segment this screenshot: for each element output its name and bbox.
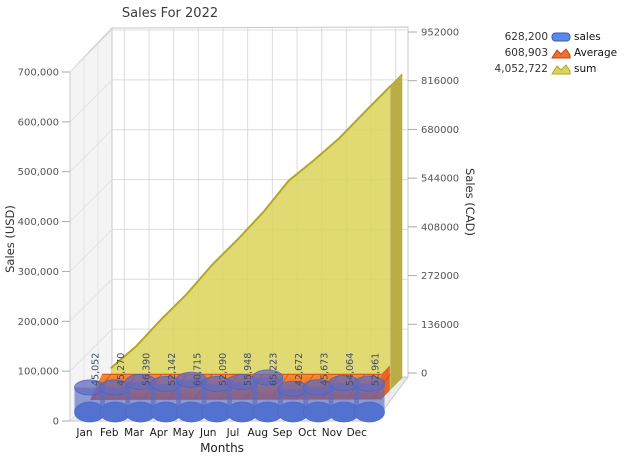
legend-area-icon — [551, 47, 571, 58]
legend-label: Average — [574, 46, 618, 59]
left-axis-tick-label: 300,000 — [18, 267, 59, 278]
bar-cylinder-top-dec — [353, 375, 385, 392]
left-axis-tick-label: 400,000 — [18, 217, 59, 228]
bar-cylinder-body-dec[interactable] — [354, 383, 385, 422]
left-axis-tick-label: 500,000 — [18, 167, 59, 178]
month-label-aug: Aug — [247, 427, 268, 439]
grid-line-leftwall — [69, 278, 113, 322]
month-label-dec: Dec — [347, 427, 368, 439]
left-axis-tick-label: 600,000 — [18, 117, 59, 128]
legend-label: sum — [574, 62, 597, 75]
legend-value: 608,903 — [504, 46, 548, 59]
bar-cylinder-body-sep[interactable] — [277, 388, 309, 422]
bar-value-label: 42,672 — [294, 353, 305, 386]
bar-cylinder-body-oct[interactable] — [303, 387, 334, 422]
month-label-jul: Jul — [226, 427, 240, 439]
grid-line-leftwall — [69, 129, 113, 173]
legend-area-icon — [551, 63, 571, 74]
bar-value-label: 54,064 — [345, 353, 356, 386]
right-axis-title: Sales (CAD) — [463, 168, 477, 236]
legend-value: 4,052,722 — [494, 62, 548, 75]
bar-value-label: 52,142 — [167, 353, 178, 386]
bar-cylinder-top-aug — [252, 369, 284, 386]
month-label-oct: Oct — [298, 427, 316, 439]
legend: 628,200 sales 608,903 Average 4,052,722 sum — [492, 29, 620, 77]
month-label-nov: Nov — [322, 427, 343, 439]
right-axis-tick-label: 816000 — [421, 76, 459, 87]
right-axis-tick-label: 544000 — [421, 174, 459, 185]
legend-item-sum[interactable]: 4,052,722 sum — [492, 61, 620, 76]
left-axis-tick-label: 100,000 — [18, 367, 59, 378]
area-sum[interactable] — [110, 86, 391, 390]
month-label-apr: Apr — [150, 427, 169, 439]
grid-line-leftwall — [69, 179, 113, 222]
legend-value: 628,200 — [504, 30, 548, 43]
right-axis-tick-label: 136000 — [421, 320, 459, 331]
grid-line-leftwall — [69, 79, 113, 123]
month-label-jun: Jun — [199, 427, 216, 439]
bar-value-label: 60,715 — [192, 353, 203, 386]
bar-value-label: 52,961 — [370, 353, 381, 386]
bar-cylinder-body-aug[interactable] — [252, 377, 283, 423]
bar-cylinder-body-may[interactable] — [176, 379, 207, 423]
month-label-sep: Sep — [273, 427, 293, 439]
legend-item-sales[interactable]: 628,200 sales — [492, 29, 620, 44]
chart-title: Sales For 2022 — [121, 6, 219, 21]
grid-line-leftwall — [69, 29, 113, 73]
bar-value-label: 45,270 — [116, 353, 127, 386]
area-sum-side — [390, 74, 403, 391]
bar-cylinder-body-nov[interactable] — [328, 383, 360, 422]
bar-value-label: 56,390 — [142, 353, 153, 386]
month-label-may: May — [173, 427, 195, 439]
month-label-feb: Feb — [100, 427, 119, 439]
right-axis-tick-label: 408000 — [421, 222, 459, 233]
month-label-mar: Mar — [124, 427, 144, 439]
x-axis-title: Months — [200, 441, 244, 455]
bar-value-label: 45,052 — [91, 353, 102, 386]
legend-cylinder-icon — [551, 32, 571, 41]
bar-value-label: 65,223 — [269, 353, 280, 386]
left-axis-title: Sales (USD) — [3, 205, 17, 273]
bar-value-label: 52,090 — [218, 353, 229, 386]
bar-cylinder-body-mar[interactable] — [125, 381, 156, 422]
bar-cylinder-body-apr[interactable] — [150, 384, 182, 422]
right-axis-tick-label: 952000 — [421, 28, 459, 39]
bar-value-label: 45,673 — [319, 353, 330, 386]
left-axis-tick-label: 200,000 — [18, 317, 59, 328]
legend-label: sales — [574, 30, 601, 43]
area-sum-edge-depth — [389, 73, 403, 87]
area-sum-edge — [110, 85, 392, 369]
bar-value-label: 55,948 — [243, 353, 254, 386]
grid-line-leftwall — [69, 328, 113, 372]
month-label-jan: Jan — [75, 427, 92, 439]
right-axis-tick-label: 680000 — [421, 125, 459, 136]
legend-item-average[interactable]: 608,903 Average — [492, 45, 620, 60]
left-axis-tick-label: 0 — [53, 417, 59, 428]
left-axis-tick-label: 700,000 — [18, 68, 59, 79]
bar-cylinder-body-feb[interactable] — [99, 387, 131, 422]
grid-line-leftwall — [69, 229, 113, 272]
right-axis-tick-label: 272000 — [421, 271, 459, 282]
bar-cylinder-body-jun[interactable] — [201, 384, 232, 422]
bar-cylinder-body-jul[interactable] — [227, 382, 258, 422]
bar-cylinder-body-jan[interactable] — [74, 387, 105, 422]
right-axis-tick-label: 0 — [421, 369, 427, 380]
